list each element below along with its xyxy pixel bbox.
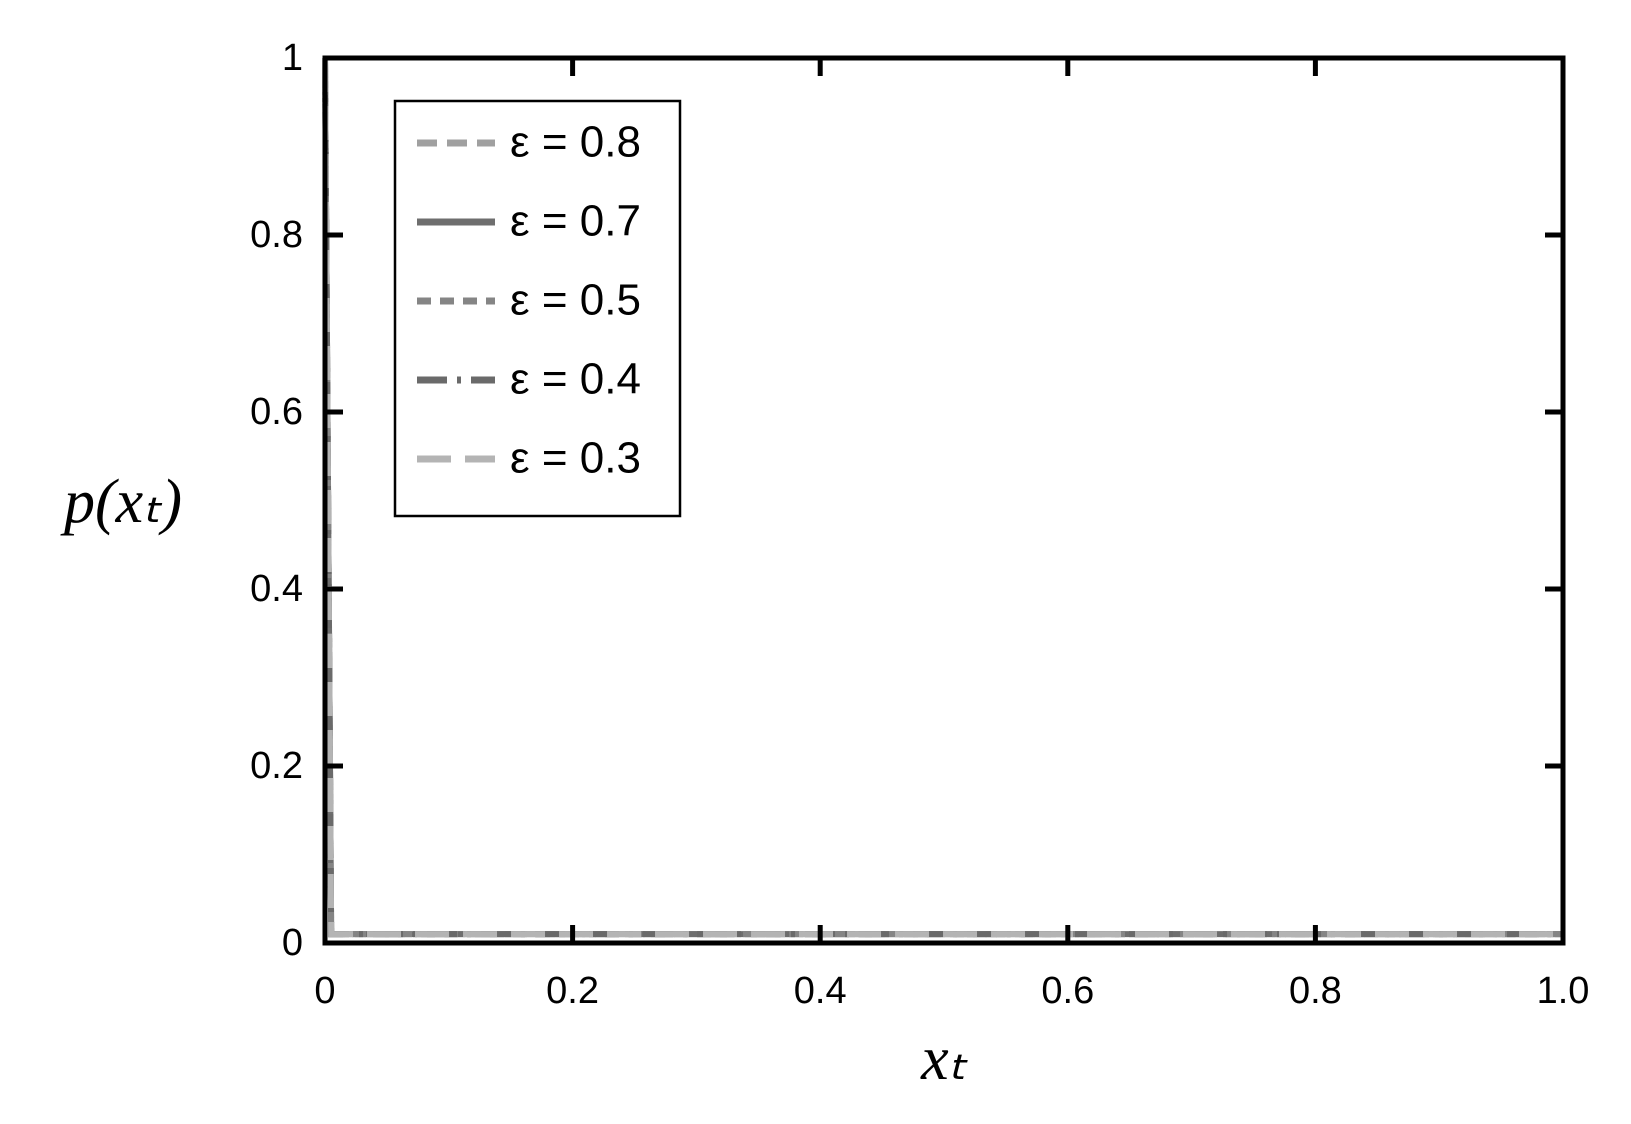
x-tick-label: 0.8 xyxy=(1289,970,1342,1012)
legend-label: ε = 0.4 xyxy=(510,355,641,404)
y-axis-title: p(xₜ) xyxy=(60,468,182,536)
x-tick-label: 0.2 xyxy=(546,970,599,1012)
y-tick-label: 0.6 xyxy=(250,391,303,433)
x-tick-label: 1.0 xyxy=(1537,970,1590,1012)
x-tick-label: 0.4 xyxy=(794,970,847,1012)
legend-label: ε = 0.5 xyxy=(510,276,641,325)
y-tick-label: 0.2 xyxy=(250,745,303,787)
plot-frame xyxy=(322,55,1566,946)
y-tick-label: 0.8 xyxy=(250,214,303,256)
x-axis-title: xₜ xyxy=(920,1025,969,1093)
x-tick-label: 0.6 xyxy=(1041,970,1094,1012)
legend-label: ε = 0.7 xyxy=(510,197,641,246)
x-tick-label: 0 xyxy=(314,970,335,1012)
y-tick-label: 0.4 xyxy=(250,568,303,610)
legend-label: ε = 0.8 xyxy=(510,118,641,167)
y-tick-label: 1 xyxy=(282,37,303,79)
legend-label: ε = 0.3 xyxy=(510,434,641,483)
legend-box xyxy=(393,99,682,518)
y-tick-label: 0 xyxy=(282,922,303,964)
